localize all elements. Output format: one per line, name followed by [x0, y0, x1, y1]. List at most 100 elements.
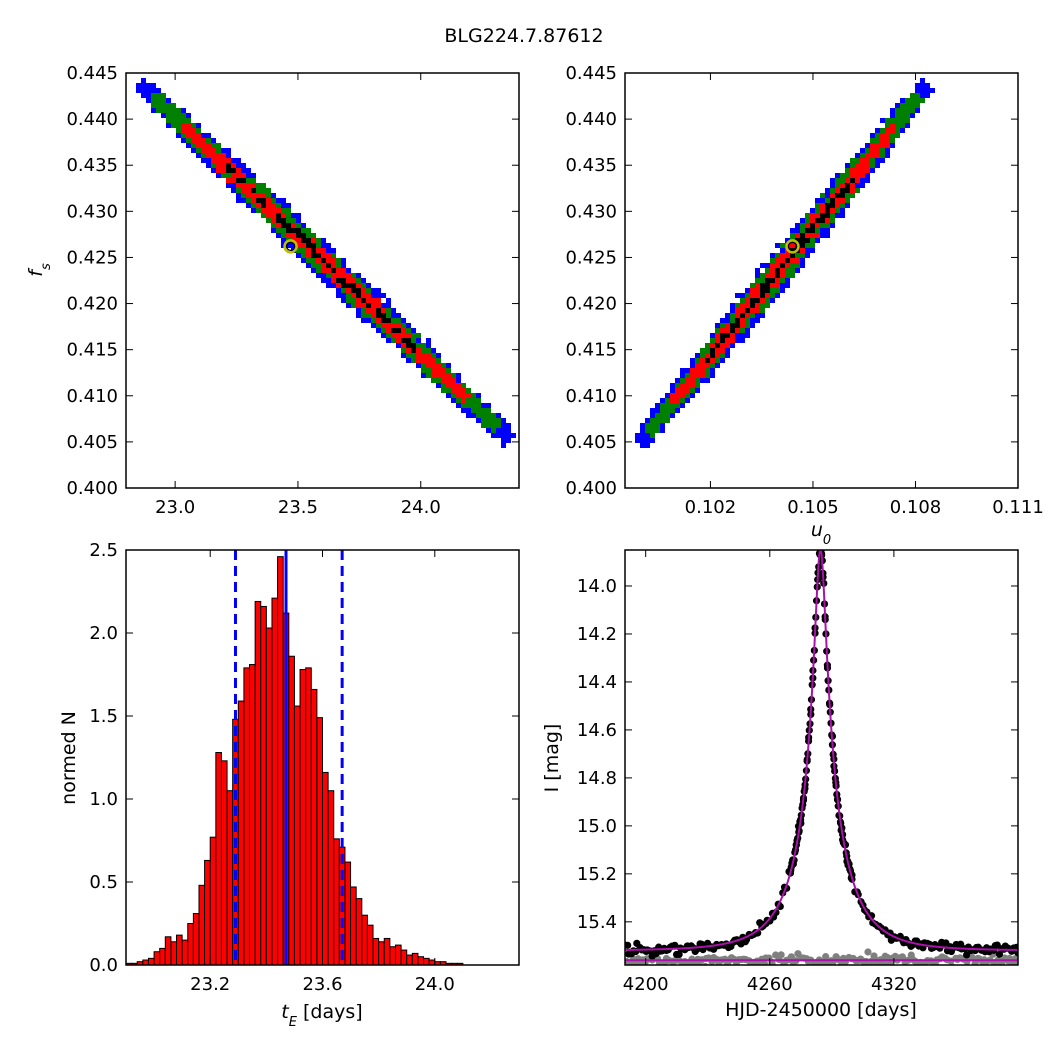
best-fit-marker-core: [285, 241, 296, 251]
heatmap-cell: [466, 398, 471, 403]
heatmap-cell: [471, 403, 476, 408]
heatmap-cell: [261, 198, 266, 203]
heatmap-cell: [416, 333, 421, 338]
heatmap-cell: [695, 363, 700, 368]
heatmap-cell: [151, 108, 156, 113]
heatmap-cell: [386, 303, 391, 308]
heatmap-cell: [870, 148, 875, 153]
heatmap-cell: [476, 393, 481, 398]
heatmap-cell: [181, 128, 186, 133]
heatmap-cell: [680, 378, 685, 383]
heatmap-cell: [356, 288, 361, 293]
heatmap-cell: [161, 113, 166, 118]
heatmap-cell: [880, 128, 885, 133]
heatmap-cell: [326, 283, 331, 288]
heatmap-cell: [790, 268, 795, 273]
heatmap-cell: [366, 298, 371, 303]
heatmap-cell: [226, 168, 231, 173]
heatmap-cell: [376, 313, 381, 318]
heatmap-cell: [316, 273, 321, 278]
heatmap-cell: [166, 103, 171, 108]
heatmap-cell: [885, 128, 890, 133]
heatmap-cell: [191, 128, 196, 133]
heatmap-cell: [740, 293, 745, 298]
heatmap-cell: [690, 383, 695, 388]
heatmap-cell: [740, 318, 745, 323]
heatmap-cell: [241, 178, 246, 183]
heatmap-cell: [640, 428, 645, 433]
heatmap-cell: [391, 313, 396, 318]
panel-light-curve: 4200 4260 4320 14.0 14.2 14.4 14.6 14.8 15.0 15.2…: [541, 549, 1019, 1021]
heatmap-cell: [291, 218, 296, 223]
heatmap-cell: [341, 298, 346, 303]
heatmap-cell: [286, 203, 291, 208]
heatmap-cell: [660, 408, 665, 413]
heatmap-cell: [920, 98, 925, 103]
heatmap-cell: [151, 93, 156, 98]
heatmap-cell: [785, 278, 790, 283]
heatmap-cell: [416, 343, 421, 348]
heatmap-cell: [181, 138, 186, 143]
heatmap-cell: [441, 373, 446, 378]
heatmap-cell: [496, 418, 501, 423]
heatmap-cell: [840, 193, 845, 198]
heatmap-cell: [780, 253, 785, 258]
heatmap-cell: [411, 343, 416, 348]
heatmap-cell: [476, 403, 481, 408]
heatmap-cell: [326, 253, 331, 258]
heatmap-cell: [476, 398, 481, 403]
heatmap-cell: [705, 358, 710, 363]
heatmap-cell: [446, 363, 451, 368]
heatmap-cell: [271, 208, 276, 213]
heatmap-cell: [730, 333, 735, 338]
heatmap-cell: [206, 148, 211, 153]
heatmap-cell: [326, 268, 331, 273]
heatmap-cell: [760, 308, 765, 313]
y-tick-label: 2.0: [89, 623, 118, 644]
heatmap-cell: [146, 88, 151, 93]
heatmap-cell: [236, 178, 241, 183]
heatmap-cell: [486, 413, 491, 418]
heatmap-cell: [795, 268, 800, 273]
heatmap-cell: [326, 248, 331, 253]
heatmap-cell: [181, 118, 186, 123]
x-tick-label: 24.0: [401, 497, 441, 518]
heatmap-cell: [191, 138, 196, 143]
heatmap-cell: [790, 273, 795, 278]
heatmap-cell: [356, 283, 361, 288]
heatmap-cell: [176, 133, 181, 138]
y-tick-label: 0.405: [66, 432, 118, 453]
heatmap-cell: [156, 88, 161, 93]
heatmap-cell: [740, 323, 745, 328]
heatmap-cell: [201, 148, 206, 153]
heatmap-cell: [256, 183, 261, 188]
histogram-bar: [322, 771, 329, 966]
heatmap-cell: [860, 173, 865, 178]
heatmap-cell: [905, 98, 910, 103]
heatmap-cell: [835, 173, 840, 178]
heatmap-cell: [186, 128, 191, 133]
heatmap-cell: [775, 243, 780, 248]
heatmap-cell: [720, 328, 725, 333]
heatmap-cell: [326, 273, 331, 278]
heatmap-cell: [900, 98, 905, 103]
heatmap-cell: [740, 308, 745, 313]
heatmap-cell: [715, 333, 720, 338]
heatmap-cell: [760, 283, 765, 288]
heatmap-cell: [765, 298, 770, 303]
heatmap-cell: [396, 313, 401, 318]
heatmap-cell: [700, 348, 705, 353]
heatmap-cell: [196, 143, 201, 148]
heatmap-cell: [281, 208, 286, 213]
heatmap-cell: [341, 258, 346, 263]
heatmap-cell: [785, 268, 790, 273]
heatmap-cell: [401, 323, 406, 328]
heatmap-cell: [725, 343, 730, 348]
heatmap-cell: [301, 253, 306, 258]
heatmap-cell: [326, 278, 331, 283]
heatmap-cell: [211, 158, 216, 163]
heatmap-cell: [760, 313, 765, 318]
heatmap-cell: [760, 263, 765, 268]
heatmap-cell: [885, 148, 890, 153]
heatmap-cell: [645, 428, 650, 433]
